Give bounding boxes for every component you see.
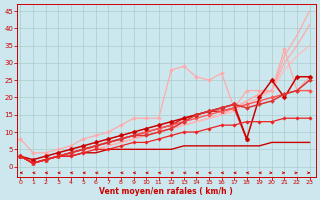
X-axis label: Vent moyen/en rafales ( km/h ): Vent moyen/en rafales ( km/h )	[100, 187, 233, 196]
